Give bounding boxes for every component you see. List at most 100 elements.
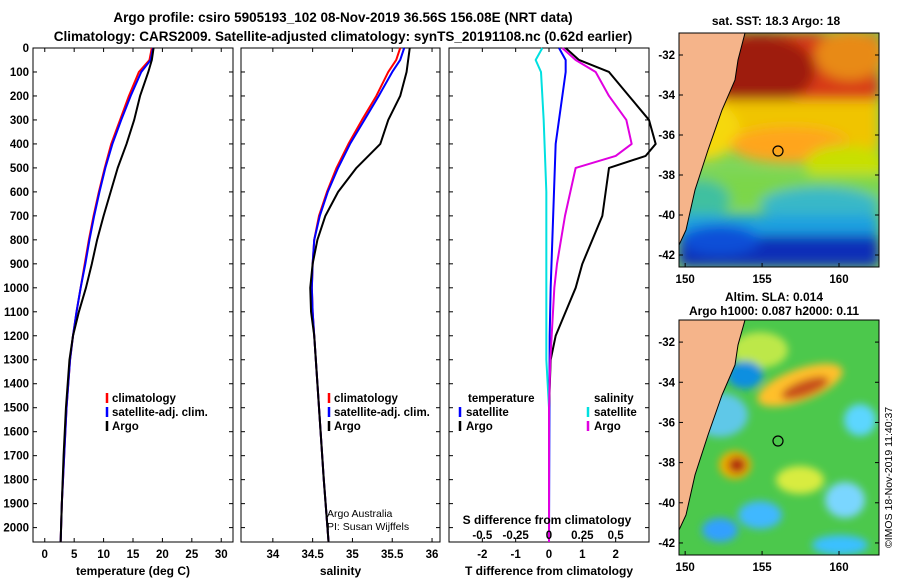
y-tick-label: 100 xyxy=(10,67,29,79)
map-y-tick-label: -32 xyxy=(658,337,675,349)
title-line-2: Climatology: CARS2009. Satellite-adjuste… xyxy=(54,29,632,44)
secondary-tick-label: -0.25 xyxy=(503,530,530,542)
y-tick-label: 1700 xyxy=(3,451,29,463)
x-tick-label: 15 xyxy=(127,549,140,561)
y-tick-label: 1300 xyxy=(3,355,29,367)
x-tick-label: 2 xyxy=(612,549,618,561)
map-x-tick-label: 160 xyxy=(829,274,848,286)
y-tick-label: 1000 xyxy=(3,283,29,295)
map-x-tick-label: 155 xyxy=(752,274,772,286)
legend-label: climatology xyxy=(334,393,399,405)
temperature-panel: 0100200300400500600700800900100011001200… xyxy=(3,43,234,578)
sst-map-land xyxy=(679,33,745,245)
annotation-text: Argo Australia xyxy=(327,508,393,520)
legend-title-salinity: salinity xyxy=(594,393,634,405)
legend-label: satellite xyxy=(594,407,637,419)
x-tick-label: 10 xyxy=(97,549,110,561)
map-y-tick-label: -32 xyxy=(658,50,675,62)
x-tick-label: 1 xyxy=(579,549,586,561)
secondary-tick-label: 0 xyxy=(546,530,552,542)
series-line-t-satellite xyxy=(548,47,567,543)
secondary-tick-label: 0.25 xyxy=(571,530,594,542)
map-y-tick-label: -42 xyxy=(658,538,675,550)
series-line-t-argo xyxy=(548,47,657,542)
x-tick-label: 0 xyxy=(546,549,552,561)
x-tick-label: 36 xyxy=(426,549,439,561)
plot-frame xyxy=(240,47,441,543)
series-line-satellite-adj-clim- xyxy=(310,47,406,543)
sla-map: Altim. SLA: 0.014 Argo h1000: 0.087 h200… xyxy=(658,290,880,574)
sla-map-float-marker xyxy=(772,435,784,447)
legend-label: Argo xyxy=(112,421,139,433)
y-tick-label: 1100 xyxy=(4,307,29,319)
series-line-s-satellite xyxy=(534,47,550,542)
x-axis-label: T difference from climatology xyxy=(465,564,633,578)
secondary-tick-label: 0.5 xyxy=(608,530,625,542)
legend-label: Argo xyxy=(594,421,621,433)
x-tick-label: -2 xyxy=(477,549,487,561)
y-tick-label: 400 xyxy=(10,139,29,151)
legend-label: satellite-adj. clim. xyxy=(334,407,430,419)
legend-label: satellite-adj. clim. xyxy=(112,407,208,419)
map-y-tick-label: -40 xyxy=(658,210,675,222)
map-x-tick-label: 160 xyxy=(829,562,848,574)
map-x-tick-label: 155 xyxy=(752,562,772,574)
legend-title-temperature: temperature xyxy=(468,393,534,405)
annotation-text: PI: Susan Wijffels xyxy=(327,521,409,533)
x-axis-label: salinity xyxy=(320,564,362,578)
y-tick-label: 300 xyxy=(10,115,29,127)
map-y-tick-label: -36 xyxy=(658,417,675,429)
timestamp-stamp: ©IMOS 18-Nov-2019 11:40:37 xyxy=(883,407,895,548)
y-tick-label: 2000 xyxy=(3,523,29,535)
map-y-tick-label: -34 xyxy=(658,377,675,389)
x-tick-label: 25 xyxy=(185,549,198,561)
title-line-1: Argo profile: csiro 5905193_102 08-Nov-2… xyxy=(113,10,572,25)
x-tick-label: 34.5 xyxy=(301,549,324,561)
y-tick-label: 700 xyxy=(10,211,29,223)
x-axis-label: temperature (deg C) xyxy=(76,564,190,578)
sst-map: sat. SST: 18.3 Argo: 18 xyxy=(658,14,880,286)
series-line-argo xyxy=(309,47,411,543)
sla-map-title-2: Argo h1000: 0.087 h2000: 0.11 xyxy=(689,304,859,318)
y-tick-label: 1900 xyxy=(3,499,29,511)
y-tick-label: 1400 xyxy=(3,379,29,391)
x-tick-label: 35.5 xyxy=(381,549,404,561)
series-line-s-argo xyxy=(548,47,633,542)
sst-map-title: sat. SST: 18.3 Argo: 18 xyxy=(712,14,841,28)
salinity-panel: 34 34.5 35 35.5 36 salinity climatology satelli… xyxy=(240,47,441,578)
x-tick-label: 34 xyxy=(266,549,279,561)
series-line-argo xyxy=(59,47,155,543)
x-tick-label: 5 xyxy=(71,549,78,561)
y-tick-label: 1500 xyxy=(3,403,29,415)
legend-label: Argo xyxy=(466,421,493,433)
y-tick-label: 0 xyxy=(23,43,29,55)
x-tick-label: -1 xyxy=(511,549,522,561)
y-tick-label: 500 xyxy=(10,163,29,175)
legend-label: climatology xyxy=(112,393,177,405)
map-x-tick-label: 150 xyxy=(676,274,695,286)
secondary-tick-label: -0.5 xyxy=(472,530,492,542)
map-y-tick-label: -34 xyxy=(658,90,675,102)
map-y-tick-label: -40 xyxy=(658,498,675,510)
map-y-tick-label: -38 xyxy=(658,170,675,182)
difference-panel: -2 -1 0 1 2 T difference from climatology temp… xyxy=(448,47,657,578)
map-y-tick-label: -38 xyxy=(658,458,675,470)
y-tick-label: 800 xyxy=(10,235,29,247)
y-tick-label: 1200 xyxy=(3,331,29,343)
map-y-tick-label: -36 xyxy=(658,130,675,142)
sla-map-title-1: Altim. SLA: 0.014 xyxy=(725,290,823,304)
x-tick-label: 0 xyxy=(42,549,48,561)
y-tick-label: 200 xyxy=(10,91,29,103)
y-tick-label: 600 xyxy=(10,187,29,199)
sla-map-land xyxy=(679,320,745,530)
y-tick-label: 1800 xyxy=(3,475,29,487)
legend-label: satellite xyxy=(466,407,509,419)
x-tick-label: 30 xyxy=(215,549,228,561)
sst-map-float-marker xyxy=(772,145,784,157)
legend-label: Argo xyxy=(334,421,361,433)
x-tick-label: 20 xyxy=(156,549,169,561)
secondary-axis-label: S difference from climatology xyxy=(463,513,632,527)
series-line-satellite-adj-clim- xyxy=(59,47,154,543)
y-tick-label: 900 xyxy=(10,259,29,271)
